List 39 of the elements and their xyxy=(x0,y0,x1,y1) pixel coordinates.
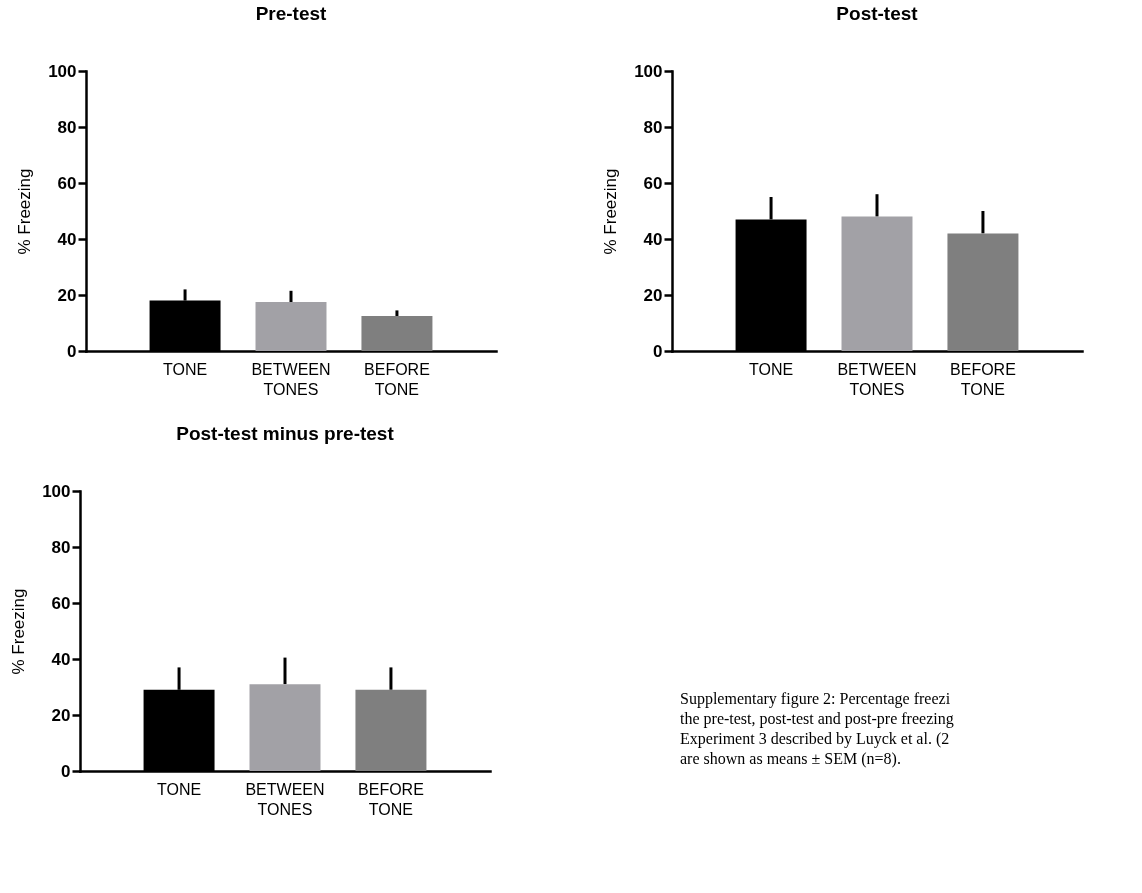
y-tick-label: 20 xyxy=(51,705,71,725)
y-tick-label: 80 xyxy=(643,117,663,137)
y-tick-label: 40 xyxy=(51,649,71,669)
y-tick-label: 20 xyxy=(643,285,663,305)
x-tick-label: BETWEEN TONES xyxy=(245,780,325,818)
chart-title: Pre-test xyxy=(255,3,328,24)
x-tick-label: BETWEEN TONES xyxy=(837,360,917,398)
y-tick-label: 0 xyxy=(67,341,77,361)
y-tick-label: 60 xyxy=(51,593,71,613)
y-tick-label: 100 xyxy=(48,61,77,81)
x-tick-label: TONE xyxy=(162,360,208,378)
y-axis-title: % Freezing xyxy=(15,168,35,255)
text: the pre-test, post-test and post-pre freezing xyxy=(680,710,954,728)
chart-title: Post-test xyxy=(836,3,919,24)
y-tick-label: 60 xyxy=(57,173,77,193)
x-tick-label: TONE xyxy=(748,360,794,378)
y-tick-label: 20 xyxy=(57,285,77,305)
y-tick-label: 60 xyxy=(643,173,663,193)
chart-title: Post-test minus pre-test xyxy=(176,423,395,444)
x-tick-label: TONE xyxy=(156,780,202,798)
y-tick-label: 0 xyxy=(653,341,663,361)
bar xyxy=(841,216,913,351)
text: are shown as means ± SEM (n=8). xyxy=(680,750,901,768)
y-tick-label: 80 xyxy=(57,117,77,137)
text: Supplementary figure 2: Percentage freezi xyxy=(680,690,951,708)
x-tick-label: BETWEEN TONES xyxy=(251,360,331,398)
x-tick-label: BEFORE TONE xyxy=(364,360,430,398)
y-axis-title: % Freezing xyxy=(601,168,621,255)
y-tick-label: 100 xyxy=(42,481,71,501)
y-tick-label: 40 xyxy=(643,229,663,249)
x-tick-label: BEFORE TONE xyxy=(358,780,424,818)
bar xyxy=(947,233,1019,351)
y-tick-label: 40 xyxy=(57,229,77,249)
y-tick-label: 80 xyxy=(51,537,71,557)
y-tick-label: 0 xyxy=(61,761,71,781)
y-axis-title: % Freezing xyxy=(9,588,29,675)
text: Experiment 3 described by Luyck et al. (2 xyxy=(680,730,950,748)
y-tick-label: 100 xyxy=(634,61,663,81)
x-tick-label: BEFORE TONE xyxy=(950,360,1016,398)
